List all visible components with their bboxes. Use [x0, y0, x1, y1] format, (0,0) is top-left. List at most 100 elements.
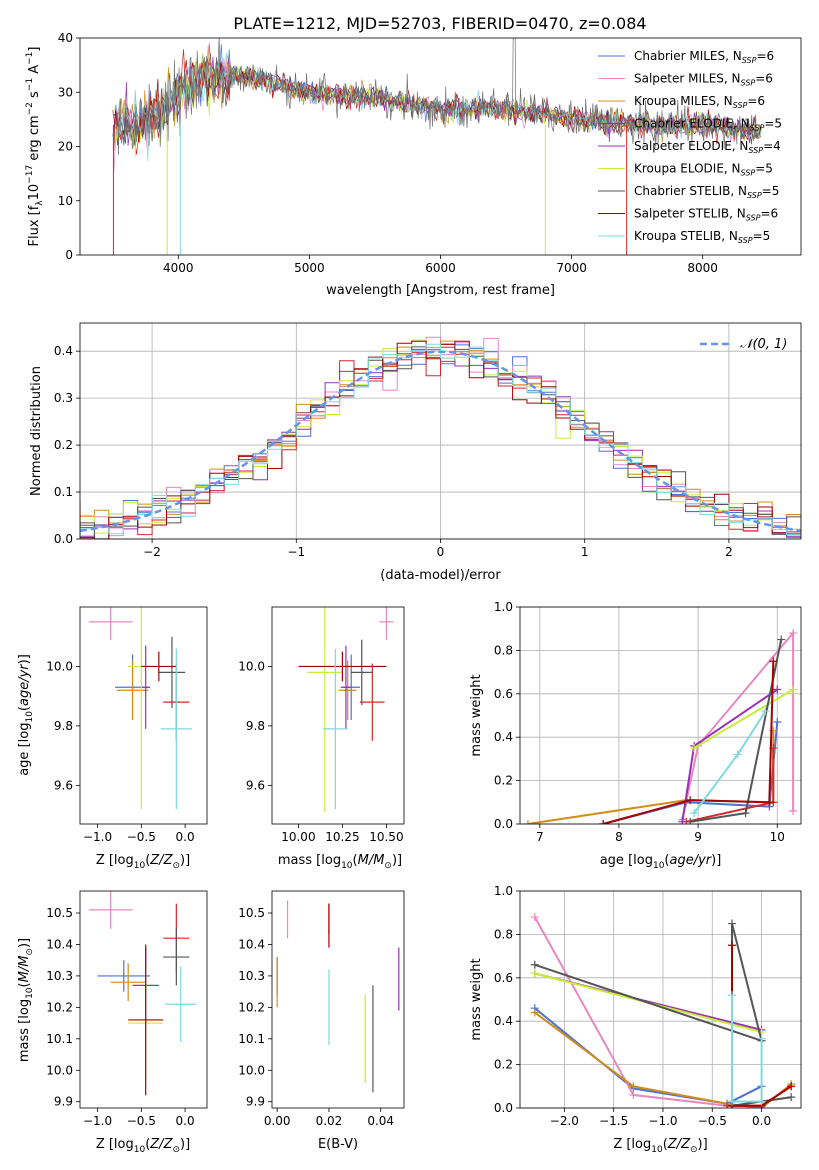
weight_vs_age-marker [777, 635, 786, 644]
mass_vs_Z-xtick-label: 0.0 [176, 1114, 195, 1128]
weight_vs_Z-marker [727, 1097, 736, 1106]
weight_vs_age-line-chabrier-elodie [685, 748, 775, 823]
weight_vs_age-line-salpeter-miles [681, 630, 795, 820]
weight_vs_age-marker [789, 629, 798, 638]
spectrum-legend-label: Kroupa ELODIE, NSSP=5 [634, 162, 773, 178]
weight_vs_Z-xlabel: Z [log10(Z/Z⊙)] [613, 1137, 707, 1155]
weight_vs_age-line-salpeter-stelib [602, 661, 775, 824]
mass_vs_Z-xlabel: Z [log10(Z/Z⊙)] [96, 1137, 190, 1155]
weight_vs_age-marker [761, 707, 770, 716]
spectrum-xtick-label: 5000 [294, 261, 325, 275]
weight_vs_Z-line-salpeter-miles [533, 916, 762, 1107]
weight_vs_age-ytick-label: 0.2 [494, 774, 513, 788]
mass_vs_Z-ytick-label: 9.9 [54, 1095, 73, 1109]
weight_vs_age-ytick-label: 0.6 [494, 687, 513, 701]
spectrum-ytick-label: 40 [58, 31, 73, 45]
weight_vs_age-marker [686, 817, 695, 824]
residuals-xtick-label: −1 [287, 545, 305, 559]
mass_vs_EBV-errorbars [276, 900, 400, 1093]
residuals-axes [76, 323, 801, 543]
age_vs_mass-xtick-label: 10.50 [369, 830, 403, 844]
weight_vs_Z-axes [516, 890, 801, 1112]
age_vs_Z-ytick-label: 10.0 [46, 659, 73, 673]
weight_vs_Z-marker [757, 1034, 766, 1043]
residuals-xlabel: (data-model)/error [380, 568, 501, 583]
mass_vs_Z-xtick-label: −1.0 [83, 1114, 112, 1128]
mass_vs_Z-axes [76, 912, 186, 1112]
weight_vs_age-xtick-label: 10 [770, 830, 785, 844]
mass_vs_EBV-xtick-label: 0.00 [264, 1114, 291, 1128]
mass_vs_Z-ylabel: mass [log10(M/M⊙)] [17, 938, 35, 1062]
age_vs_mass-xtick-label: 10.25 [325, 830, 359, 844]
spectrum-xtick-label: 6000 [425, 261, 456, 275]
weight_vs_Z-marker [530, 969, 539, 978]
weight_vs_Z-marker [530, 960, 539, 969]
residuals-xtick-label: 2 [725, 545, 733, 559]
age_vs_mass-ytick-label: 10.0 [238, 659, 265, 673]
weight_vs_Z-marker [787, 1093, 796, 1102]
age_vs_Z-ytick-label: 9.6 [54, 778, 73, 792]
mass_vs_EBV-ytick-label: 10.5 [238, 906, 265, 920]
weight_vs_Z-ytick-label: 0.4 [494, 1014, 513, 1028]
weight_vs_Z-xtick-label: −1.5 [599, 1114, 628, 1128]
age_vs_mass-axes [268, 666, 387, 828]
weight_vs_Z-line-kroupa-stelib [731, 995, 763, 1103]
weight_vs_Z-frame [519, 890, 802, 1109]
spectrum-legend-label: Kroupa MILES, NSSP=6 [634, 94, 765, 110]
weight_vs_age-xtick-label: 8 [615, 830, 623, 844]
residuals-frame [79, 322, 802, 540]
age_vs_mass-xtick-label: 10.00 [281, 830, 315, 844]
mass_vs_EBV-axes [268, 912, 382, 1112]
residuals-ylabel: Normed distribution [29, 366, 44, 496]
weight_vs_age-marker [769, 657, 778, 666]
age_vs_mass-errorbars [298, 607, 394, 813]
age_vs_Z-ytick-label: 9.8 [54, 719, 73, 733]
weight_vs_age-frame [519, 606, 802, 825]
weight_vs_age-marker [678, 817, 687, 824]
weight_vs_Z-marker [629, 1082, 638, 1091]
weight_vs_Z-xtick-label: −1.0 [648, 1114, 677, 1128]
spectrum-xlabel: wavelength [Angstrom, rest frame] [326, 283, 555, 298]
weight_vs_age-ytick-label: 1.0 [494, 600, 513, 614]
residuals-ytick-label: 0.2 [54, 438, 73, 452]
weight_vs_Z-marker [530, 913, 539, 922]
residuals-ytick-label: 0.0 [54, 532, 73, 546]
weight_vs_age-marker [765, 798, 774, 807]
weight_vs_Z-marker [530, 1008, 539, 1017]
age_vs_Z-frame [79, 606, 208, 825]
weight_vs_age-marker [773, 718, 782, 727]
mass_vs_EBV-xlabel: E(B-V) [318, 1137, 358, 1152]
weight_vs_age-ytick-label: 0.4 [494, 730, 513, 744]
weight_vs_Z-line-chabrier-elodie [727, 1085, 792, 1107]
weight_vs_age-line-kroupa-elodie [693, 688, 794, 749]
weight_vs_age-line-chabrier-stelib [690, 639, 783, 823]
weight_vs_age-ylabel: mass weight [469, 674, 484, 756]
age_vs_Z-xtick-label: −0.5 [127, 830, 156, 844]
spectrum-legend-label: Salpeter ELODIE, NSSP=4 [634, 139, 781, 155]
age_vs_mass-ytick-label: 9.8 [246, 719, 265, 733]
weight_vs_age-ytick-label: 0.8 [494, 643, 513, 657]
spectrum-legend-label: Salpeter STELIB, NSSP=6 [634, 207, 778, 223]
weight_vs_age-xlabel: age [log10(age/yr)] [600, 853, 722, 871]
age_vs_Z-xtick-label: 0.0 [176, 830, 195, 844]
spectrum-ytick-label: 30 [58, 85, 73, 99]
residuals-ytick-label: 0.1 [54, 485, 73, 499]
weight_vs_age-marker [789, 806, 798, 815]
spectrum-ytick-label: 0 [65, 248, 73, 262]
weight_vs_Z-ytick-label: 0.2 [494, 1058, 513, 1072]
spectrum-legend-label: Kroupa STELIB, NSSP=5 [634, 229, 770, 245]
age_vs_Z-errorbars [88, 607, 193, 810]
spectrum-frame [79, 37, 802, 256]
spectrum-axes [76, 37, 704, 259]
spectrum-legend-label: Chabrier STELIB, NSSP=5 [634, 184, 779, 200]
age_vs_mass-xlabel: mass [log10(M/M⊙)] [278, 853, 402, 871]
weight_vs_age-marker [523, 820, 532, 824]
weight_vs_Z-marker [629, 1090, 638, 1099]
weight_vs_age-marker [733, 750, 742, 759]
mass_vs_Z-frame [79, 890, 208, 1109]
age_vs_Z-ylabel: age [log10(age/yr)] [17, 654, 35, 776]
weight_vs_age-xtick-label: 9 [694, 830, 702, 844]
spectrum-ytick-label: 20 [58, 140, 73, 154]
plot-layer: 4000 5000 6000 7000 8000010203040wavelength … [17, 31, 802, 1155]
